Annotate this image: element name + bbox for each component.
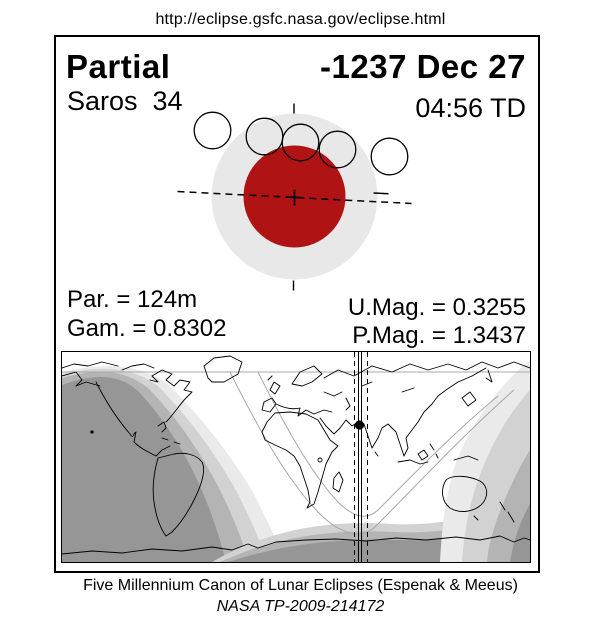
- visibility-contour-lines: [62, 371, 530, 535]
- saros-number-label: Saros 34: [67, 86, 183, 116]
- moon-contact-circle: [193, 111, 232, 150]
- source-url-text: http://eclipse.gsfc.nasa.gov/eclipse.htm…: [155, 11, 446, 28]
- eclipse-time-label: 04:56 TD: [415, 93, 526, 123]
- parallax-stat: Par. = 124m: [67, 286, 198, 313]
- moon-circles: [193, 111, 409, 176]
- path-offset-mark: [373, 192, 389, 195]
- visibility-map: [61, 351, 531, 563]
- map-band-east-dark: [510, 504, 530, 562]
- footer-report-number: NASA TP-2009-214172: [216, 598, 385, 615]
- gamma-stat: Gam. = 0.8302: [67, 315, 227, 342]
- moon-contact-circle: [370, 137, 409, 176]
- footer-title: Five Millennium Canon of Lunar Eclipses …: [83, 577, 518, 594]
- shadow-diagram: [177, 103, 412, 291]
- eclipse-figure-frame: Partial -1237 Dec 27 Saros 34 04:56 TD P…: [54, 35, 540, 573]
- zenith-point-dot: [354, 420, 365, 430]
- moon-contact-circle: [318, 130, 357, 169]
- eclipse-type-label: Partial: [66, 48, 171, 85]
- coastlines: [62, 355, 530, 555]
- penumbral-magnitude-stat: P.Mag. = 1.3437: [352, 322, 526, 349]
- eclipse-date-label: -1237 Dec 27: [320, 48, 526, 85]
- moon-contact-circle: [281, 123, 320, 162]
- greatest-eclipse-meridian-lines: [354, 352, 368, 562]
- umbral-magnitude-stat: U.Mag. = 0.3255: [347, 294, 526, 321]
- center-cross: [286, 189, 303, 206]
- ecliptic-dashed-line: [177, 190, 412, 205]
